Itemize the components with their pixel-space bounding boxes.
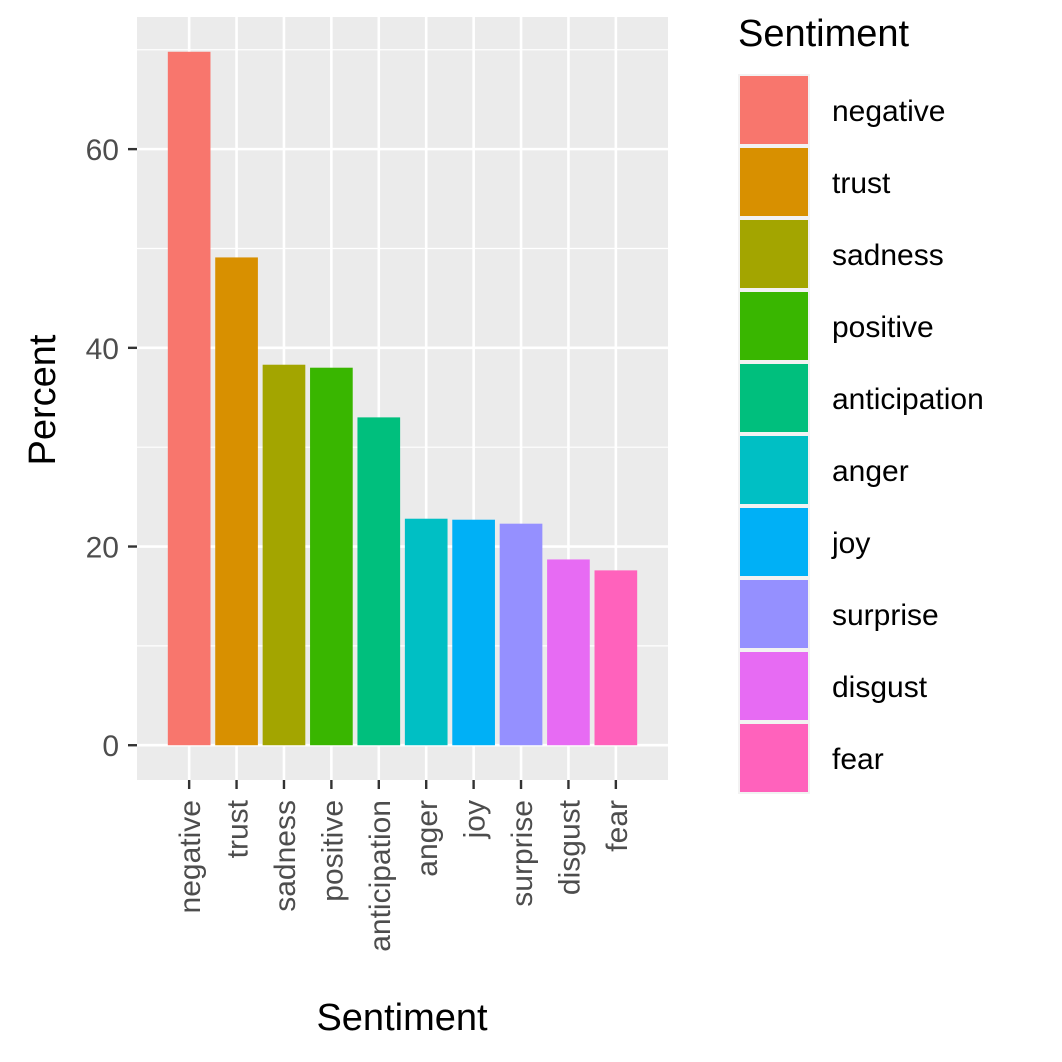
legend-items: negative trust sadness positive anticipation… [738, 74, 984, 794]
bar-negative [167, 51, 211, 746]
x-axis: negative trust sadness positive anticipation… [174, 780, 634, 952]
legend-label-disgust: disgust [832, 671, 928, 704]
x-tick-label: disgust [553, 799, 586, 895]
x-axis-title: Sentiment [316, 997, 488, 1039]
legend-swatch-trust [740, 148, 808, 216]
legend-label-joy: joy [831, 527, 870, 560]
y-axis: 0 20 40 60 [86, 134, 137, 763]
legend-label-anticipation: anticipation [832, 383, 984, 416]
legend-swatch-joy [740, 508, 808, 576]
legend-label-negative: negative [832, 95, 945, 128]
legend-label-surprise: surprise [832, 599, 939, 632]
legend-swatch-positive [740, 292, 808, 360]
legend-swatch-negative [740, 76, 808, 144]
x-tick-label: fear [601, 800, 634, 852]
bar-positive [310, 367, 353, 746]
legend-swatch-fear [740, 724, 808, 792]
y-tick-label: 40 [86, 333, 119, 366]
bar-surprise [499, 523, 543, 746]
x-tick-label: anger [411, 800, 444, 877]
legend-label-trust: trust [832, 167, 891, 200]
y-tick-label: 0 [102, 730, 119, 763]
legend-label-fear: fear [832, 743, 884, 776]
legend-swatch-anger [740, 436, 808, 504]
x-tick-label: anticipation [364, 800, 397, 952]
bar-anticipation [357, 417, 401, 746]
legend-label-anger: anger [832, 455, 909, 488]
bars [167, 51, 638, 746]
bar-trust [215, 257, 258, 746]
y-axis-title: Percent [22, 334, 64, 465]
legend-title: Sentiment [738, 13, 910, 55]
bar-sadness [262, 364, 306, 746]
x-tick-label: trust [222, 799, 255, 858]
x-tick-label: surprise [506, 800, 539, 907]
legend-label-sadness: sadness [832, 239, 944, 272]
bar-anger [404, 518, 448, 746]
x-tick-label: joy [459, 800, 492, 839]
bar-fear [594, 570, 638, 746]
y-tick-label: 20 [86, 532, 119, 565]
legend-label-positive: positive [832, 311, 934, 344]
x-tick-label: negative [174, 800, 207, 913]
legend-swatch-surprise [740, 580, 808, 648]
legend-swatch-anticipation [740, 364, 808, 432]
legend: Sentiment negative trust sadness positive an… [738, 13, 984, 794]
bar-disgust [547, 559, 590, 746]
y-tick-label: 60 [86, 134, 119, 167]
x-tick-label: sadness [269, 800, 302, 912]
legend-swatch-sadness [740, 220, 808, 288]
legend-swatch-disgust [740, 652, 808, 720]
bar-joy [452, 519, 495, 746]
x-tick-label: positive [316, 800, 349, 902]
